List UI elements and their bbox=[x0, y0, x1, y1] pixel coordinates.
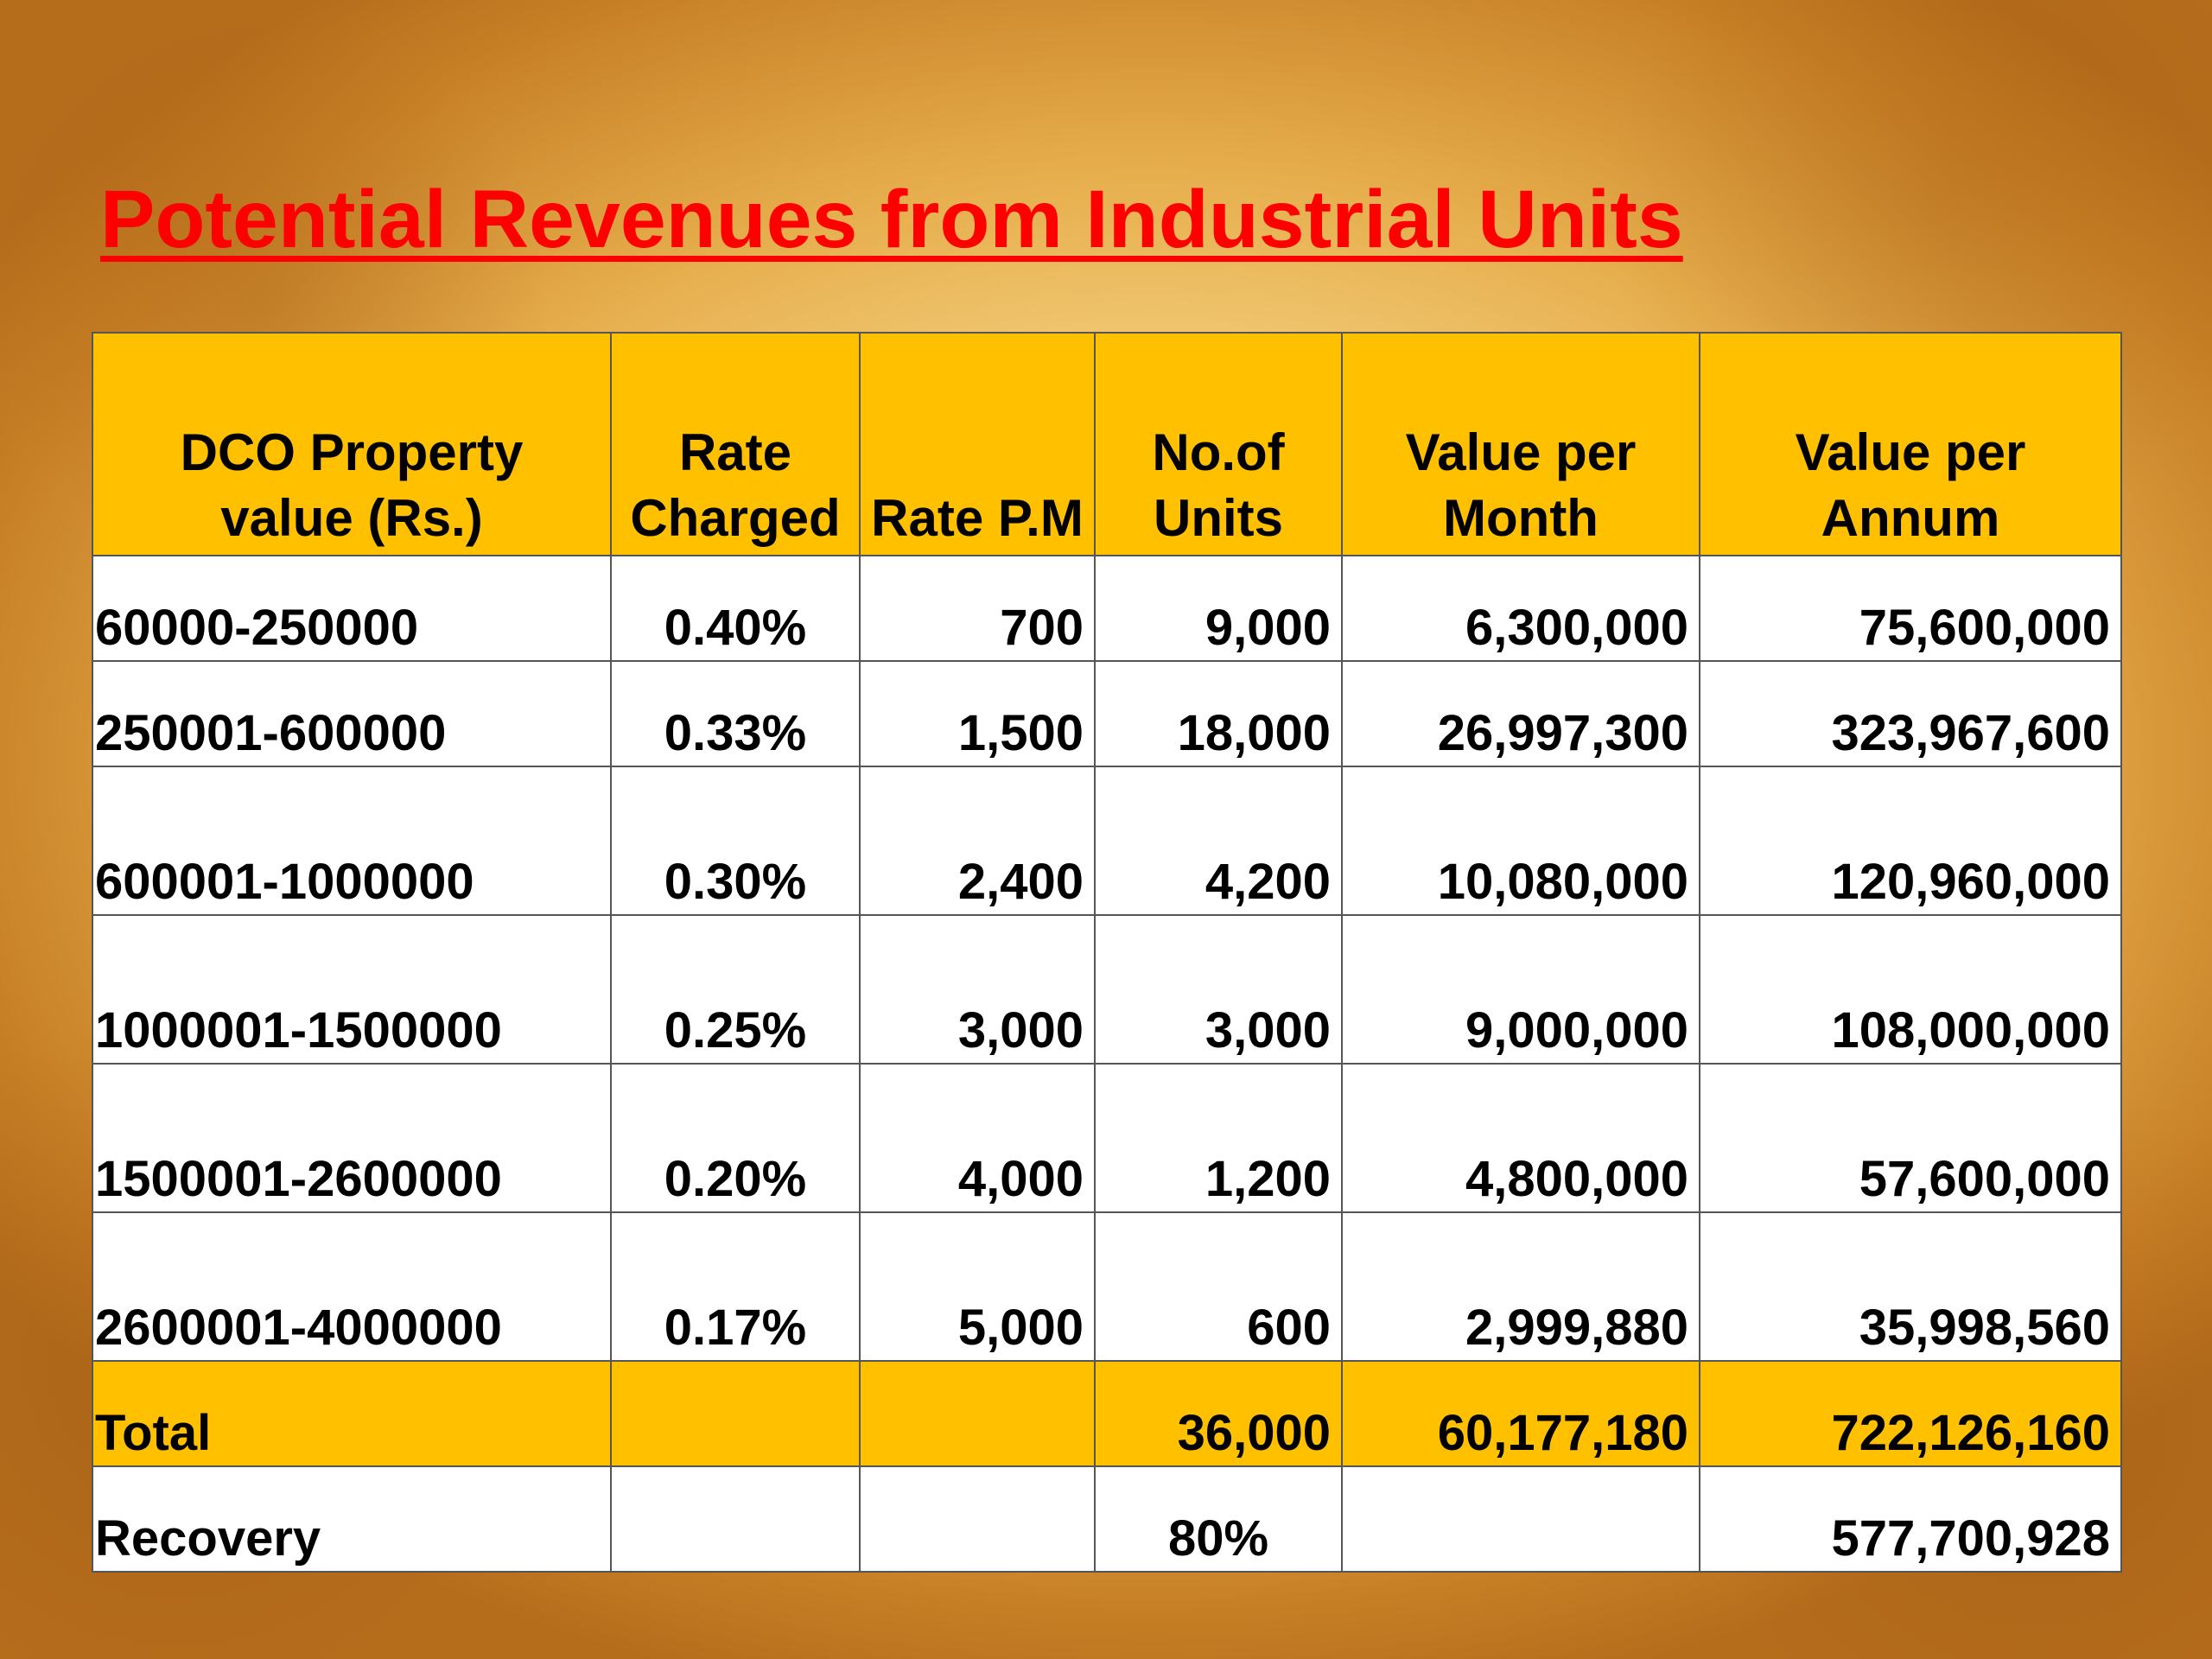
page-title: Potential Revenues from Industrial Units bbox=[100, 174, 1683, 265]
total-no-of-units: 36,000 bbox=[1094, 1360, 1343, 1467]
table-row: 1000001-1500000 0.25% 3,000 3,000 9,000,… bbox=[92, 914, 2122, 1065]
cell-value-per-annum: 35,998,560 bbox=[1699, 1211, 2122, 1362]
total-value-per-month: 60,177,180 bbox=[1341, 1360, 1700, 1467]
table-row: 250001-600000 0.33% 1,500 18,000 26,997,… bbox=[92, 660, 2122, 767]
header-rate-charged: Rate Charged bbox=[610, 332, 861, 556]
recovery-rate-pm bbox=[859, 1465, 1096, 1573]
cell-property-value: 60000-250000 bbox=[92, 555, 612, 662]
recovery-row: Recovery 80% 577,700,928 bbox=[92, 1465, 2122, 1573]
header-rate-pm: Rate P.M bbox=[859, 332, 1096, 556]
revenue-table: DCO Property value (Rs.) Rate Charged Rate… bbox=[92, 332, 2122, 1573]
cell-rate-charged: 0.17% bbox=[610, 1211, 861, 1362]
cell-property-value: 600001-1000000 bbox=[92, 766, 612, 916]
cell-no-of-units: 1,200 bbox=[1094, 1063, 1343, 1213]
recovery-value-per-month bbox=[1341, 1465, 1700, 1573]
cell-property-value: 250001-600000 bbox=[92, 660, 612, 767]
table-row: 600001-1000000 0.30% 2,400 4,200 10,080,… bbox=[92, 766, 2122, 916]
header-value-per-annum: Value per Annum bbox=[1699, 332, 2122, 556]
cell-value-per-month: 6,300,000 bbox=[1341, 555, 1700, 662]
cell-no-of-units: 4,200 bbox=[1094, 766, 1343, 916]
cell-value-per-month: 4,800,000 bbox=[1341, 1063, 1700, 1213]
total-label: Total bbox=[92, 1360, 612, 1467]
cell-no-of-units: 18,000 bbox=[1094, 660, 1343, 767]
table-row: 1500001-2600000 0.20% 4,000 1,200 4,800,… bbox=[92, 1063, 2122, 1213]
cell-value-per-month: 2,999,880 bbox=[1341, 1211, 1700, 1362]
cell-value-per-annum: 323,967,600 bbox=[1699, 660, 2122, 767]
cell-value-per-month: 10,080,000 bbox=[1341, 766, 1700, 916]
total-row: Total 36,000 60,177,180 722,126,160 bbox=[92, 1360, 2122, 1467]
table-row: 60000-250000 0.40% 700 9,000 6,300,000 7… bbox=[92, 555, 2122, 662]
cell-value-per-annum: 120,960,000 bbox=[1699, 766, 2122, 916]
cell-rate-charged: 0.25% bbox=[610, 914, 861, 1065]
cell-rate-pm: 2,400 bbox=[859, 766, 1096, 916]
recovery-rate-charged bbox=[610, 1465, 861, 1573]
cell-rate-charged: 0.30% bbox=[610, 766, 861, 916]
cell-rate-pm: 3,000 bbox=[859, 914, 1096, 1065]
header-value-per-month: Value per Month bbox=[1341, 332, 1700, 556]
cell-rate-pm: 5,000 bbox=[859, 1211, 1096, 1362]
table-header-row: DCO Property value (Rs.) Rate Charged Rate… bbox=[92, 332, 2122, 556]
cell-rate-pm: 4,000 bbox=[859, 1063, 1096, 1213]
recovery-label: Recovery bbox=[92, 1465, 612, 1573]
cell-value-per-annum: 57,600,000 bbox=[1699, 1063, 2122, 1213]
cell-no-of-units: 600 bbox=[1094, 1211, 1343, 1362]
cell-value-per-month: 9,000,000 bbox=[1341, 914, 1700, 1065]
recovery-percentage: 80% bbox=[1094, 1465, 1343, 1573]
total-rate-charged bbox=[610, 1360, 861, 1467]
cell-rate-charged: 0.40% bbox=[610, 555, 861, 662]
cell-property-value: 1000001-1500000 bbox=[92, 914, 612, 1065]
cell-rate-charged: 0.20% bbox=[610, 1063, 861, 1213]
cell-property-value: 2600001-4000000 bbox=[92, 1211, 612, 1362]
cell-property-value: 1500001-2600000 bbox=[92, 1063, 612, 1213]
cell-value-per-annum: 75,600,000 bbox=[1699, 555, 2122, 662]
cell-rate-charged: 0.33% bbox=[610, 660, 861, 767]
cell-no-of-units: 9,000 bbox=[1094, 555, 1343, 662]
total-value-per-annum: 722,126,160 bbox=[1699, 1360, 2122, 1467]
cell-value-per-annum: 108,000,000 bbox=[1699, 914, 2122, 1065]
table-row: 2600001-4000000 0.17% 5,000 600 2,999,88… bbox=[92, 1211, 2122, 1362]
cell-rate-pm: 1,500 bbox=[859, 660, 1096, 767]
recovery-value-per-annum: 577,700,928 bbox=[1699, 1465, 2122, 1573]
cell-no-of-units: 3,000 bbox=[1094, 914, 1343, 1065]
cell-rate-pm: 700 bbox=[859, 555, 1096, 662]
header-property-value: DCO Property value (Rs.) bbox=[92, 332, 612, 556]
header-no-of-units: No.of Units bbox=[1094, 332, 1343, 556]
cell-value-per-month: 26,997,300 bbox=[1341, 660, 1700, 767]
total-rate-pm bbox=[859, 1360, 1096, 1467]
